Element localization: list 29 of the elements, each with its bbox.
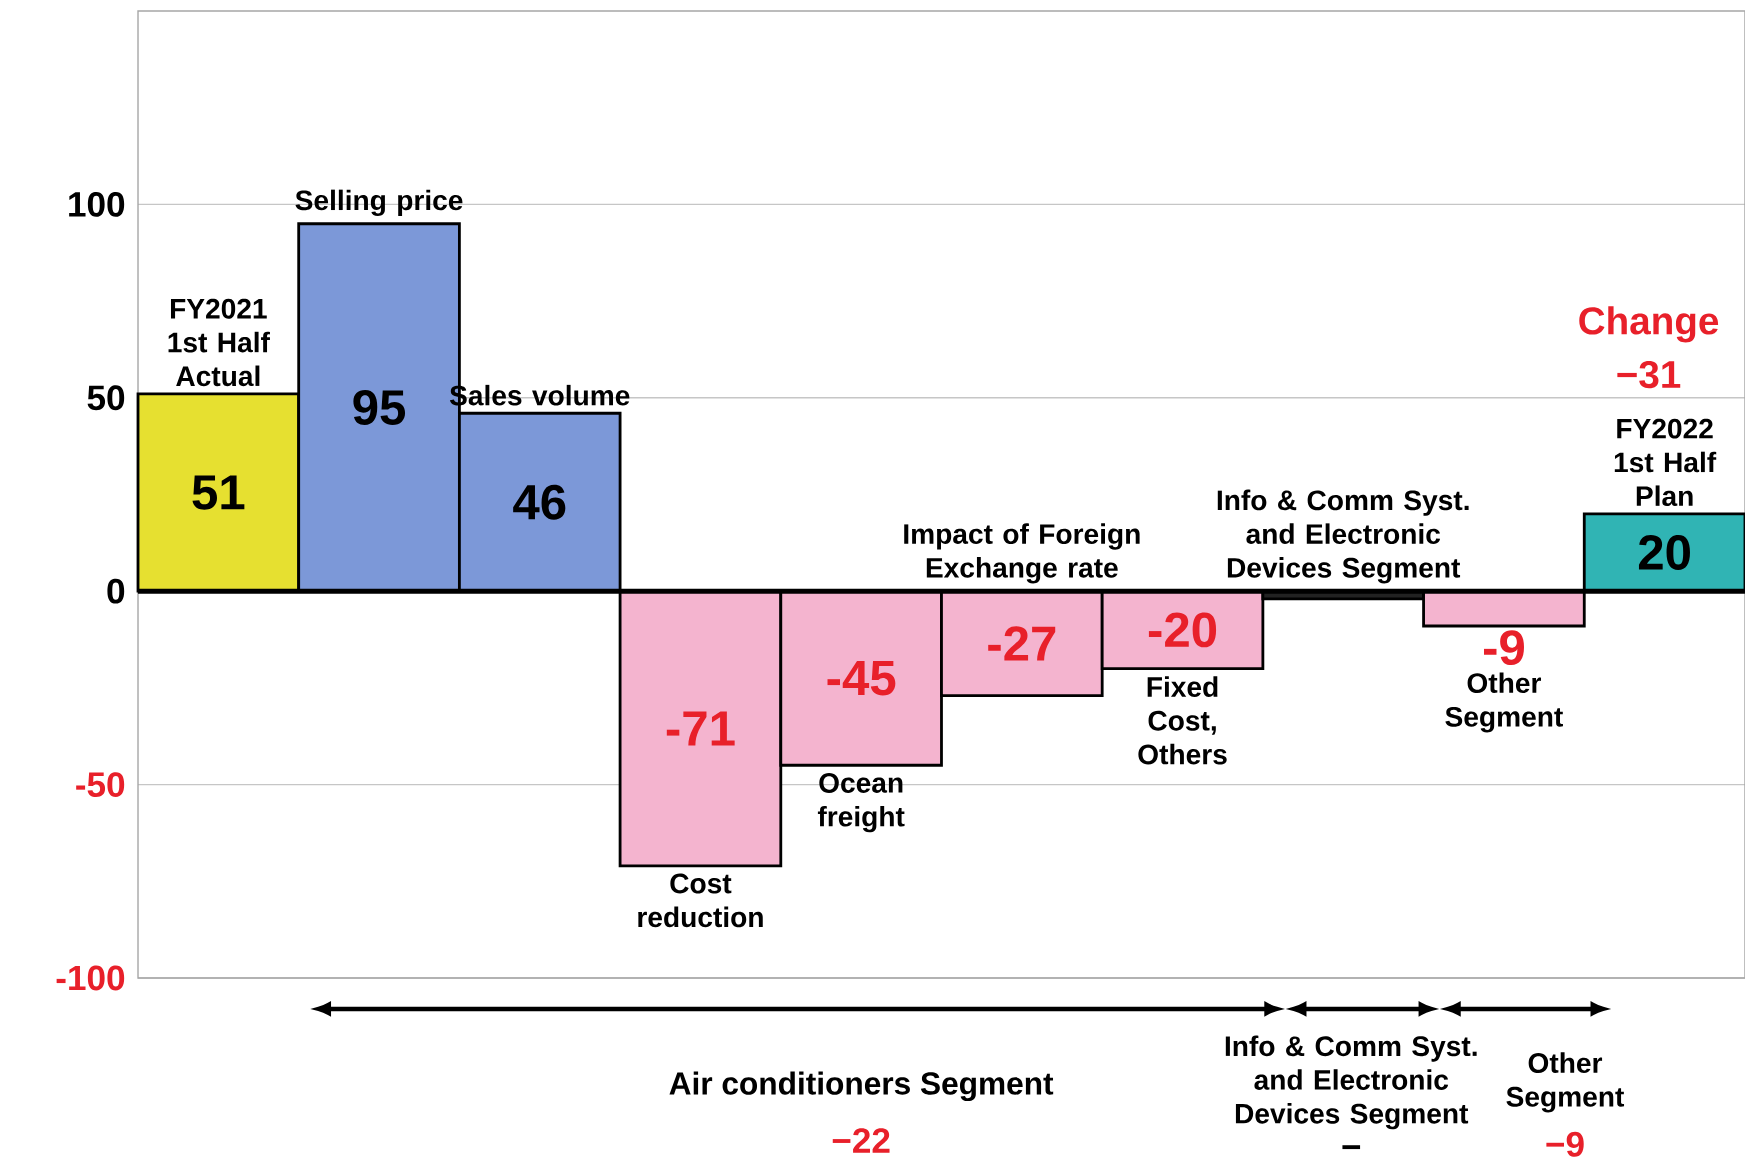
x-tick-label: FY2022 1st Half Plan <box>1614 418 1717 507</box>
data-label: 46 <box>513 484 566 520</box>
data-label: -27 <box>988 626 1056 661</box>
data-label: 51 <box>192 475 245 510</box>
y-tick-label: -100 <box>56 965 125 991</box>
data-label: 95 <box>353 390 406 425</box>
annotation: Change <box>1579 306 1719 343</box>
data-label: -9 <box>1483 630 1525 666</box>
data-label: -20 <box>1148 612 1217 648</box>
x-tick-label: FY2021 1st Half Actual <box>168 298 270 387</box>
y-tick-label: 50 <box>87 385 125 411</box>
text: Info & Comm Syst. and Electronic Devices Segment <box>1225 1035 1477 1130</box>
text: Air conditioners Segment <box>669 1071 1054 1102</box>
y-tick-label: -50 <box>76 772 125 798</box>
x-tick-label: Ocean freight <box>817 773 905 833</box>
x-tick-label: Selling price <box>295 189 463 217</box>
x-tick-label: Cost reduction <box>638 873 763 928</box>
annotation: −31 <box>1617 360 1681 389</box>
text: −22 <box>832 1128 890 1153</box>
text: −9 <box>1546 1131 1584 1157</box>
x-tick-label: Impact of Foreign Exchange rate <box>904 523 1140 584</box>
y-tick-label: 100 <box>69 191 125 217</box>
text: − <box>1342 1145 1361 1150</box>
x-tick-label: Fixed Cost, Others <box>1138 676 1227 765</box>
text: Other Segment <box>1506 1052 1625 1113</box>
y-tick-label: 0 <box>107 578 125 604</box>
data-label: 20 <box>1638 535 1690 570</box>
data-label: -71 <box>666 711 735 746</box>
data-label: -45 <box>827 661 896 696</box>
